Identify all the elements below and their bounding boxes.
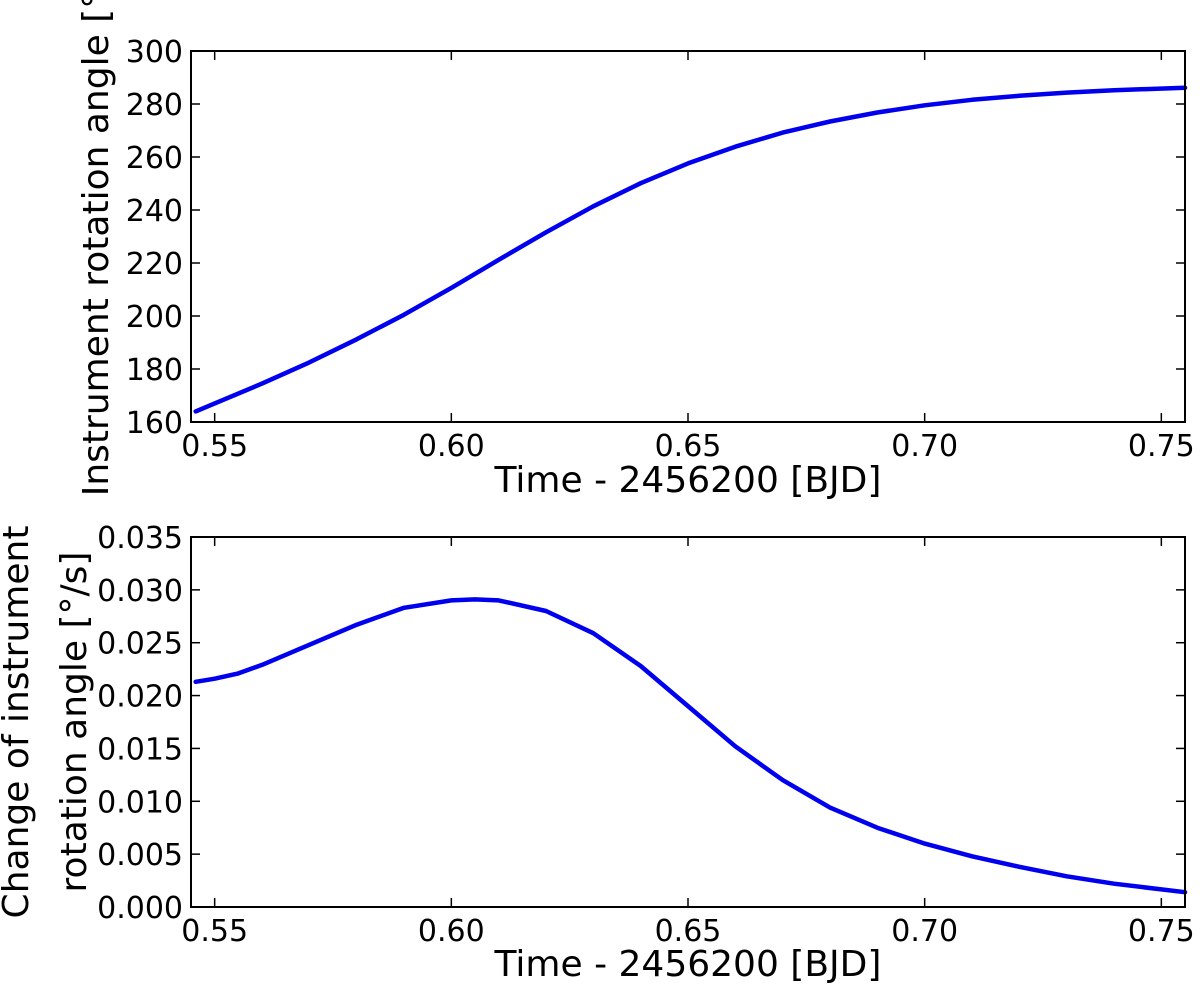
x-tick-label: 0.60 [418, 429, 485, 464]
y-axis-label: Change of instrument [0, 526, 37, 919]
series-line [193, 597, 1188, 895]
y-tick-label: 0.035 [97, 521, 183, 556]
x-tick-label: 0.55 [181, 429, 248, 464]
y-tick-label: 0.005 [97, 838, 183, 873]
y-tick-label: 0.020 [97, 680, 183, 715]
series-line [193, 85, 1188, 414]
y-axis-label: rotation angle [°/s] [54, 552, 95, 893]
plot-frame [190, 50, 1186, 423]
y-tick-label: 0.030 [97, 574, 183, 609]
y-tick-label: 200 [126, 300, 183, 335]
rotation-angle-chart: 0.55 0.60 0.65 0.70 0.75 160 180 200 220 240 260 28… [76, 0, 1195, 501]
x-axis-label: Time - 2456200 [BJD] [494, 460, 882, 501]
y-tick-label: 0.025 [97, 627, 183, 662]
x-tick-label: 0.65 [655, 429, 722, 464]
y-axis-label: Instrument rotation angle [°] [76, 0, 117, 496]
y-tick-label: 160 [126, 406, 183, 441]
x-tick-label: 0.65 [655, 914, 722, 949]
y-tick-label: 300 [126, 35, 183, 70]
x-tick-label: 0.70 [891, 429, 958, 464]
x-axis-label: Time - 2456200 [BJD] [494, 944, 882, 985]
x-tick-label: 0.60 [418, 914, 485, 949]
plot-frame [190, 536, 1186, 908]
y-tick-label: 260 [126, 141, 183, 176]
y-tick-label: 0.000 [97, 891, 183, 926]
y-tick-label: 0.010 [97, 785, 183, 820]
y-tick-label: 220 [126, 247, 183, 282]
y-tick-label: 280 [126, 88, 183, 123]
y-tick-label: 180 [126, 353, 183, 388]
x-tick-label: 0.75 [1128, 429, 1195, 464]
x-tick-label: 0.55 [181, 914, 248, 949]
rotation-rate-chart: 0.55 0.60 0.65 0.70 0.75 0.000 0.005 0.010 0.015… [0, 521, 1195, 985]
x-tick-label: 0.75 [1128, 914, 1195, 949]
y-tick-label: 0.015 [97, 732, 183, 767]
y-tick-label: 240 [126, 194, 183, 229]
x-tick-label: 0.70 [891, 914, 958, 949]
